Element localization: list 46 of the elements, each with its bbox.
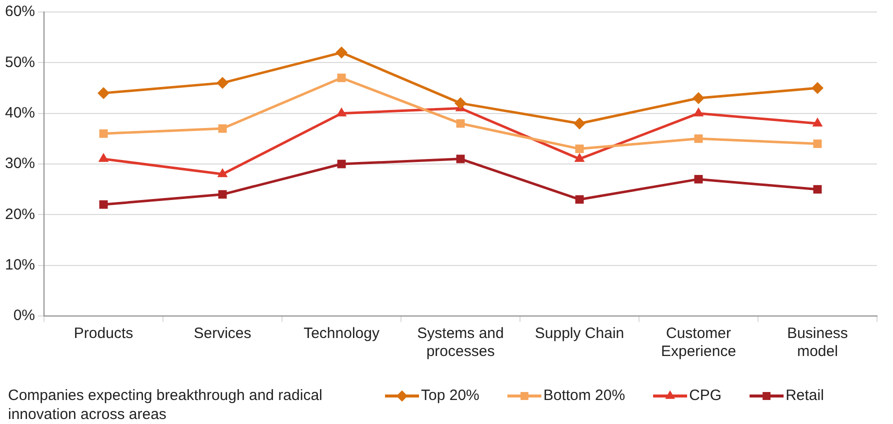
point: [456, 154, 465, 164]
y-tick-label: 20%: [4, 206, 36, 223]
x-tick-label: Customer Experience: [660, 325, 736, 360]
y-tick-label: 50%: [4, 54, 36, 71]
point: [693, 107, 704, 116]
point: [218, 124, 227, 133]
legend-label: Retail: [786, 387, 824, 404]
legend-label: CPG: [689, 387, 722, 404]
x-tick-label: Services: [194, 325, 252, 342]
point: [98, 87, 110, 100]
point: [813, 185, 822, 194]
point: [694, 174, 703, 184]
point: [454, 97, 467, 110]
legend-title: Companies expecting breakthrough and radical innovation across areas: [8, 387, 322, 424]
y-tick-label: 10%: [4, 256, 36, 274]
point: [218, 190, 227, 199]
legend-label: Top 20%: [421, 387, 480, 404]
x-tick-label: Supply Chain: [534, 325, 624, 342]
y-tick-label: 30%: [4, 155, 36, 172]
point: [813, 139, 822, 148]
x-tick-label: Technology: [304, 325, 380, 342]
point: [694, 134, 703, 143]
point: [216, 76, 229, 89]
y-tick-label: 60%: [4, 3, 36, 20]
y-tick-label: 0%: [13, 307, 36, 324]
point: [337, 160, 346, 168]
point: [98, 152, 109, 162]
point: [812, 82, 824, 94]
point: [336, 107, 347, 116]
point: [337, 74, 346, 82]
point: [217, 168, 228, 178]
point: [99, 129, 108, 138]
point: [336, 46, 348, 59]
point: [812, 117, 823, 126]
x-tick-label: Business model: [787, 325, 848, 360]
point: [456, 119, 465, 128]
y-tick-label: 40%: [4, 104, 36, 122]
point: [575, 144, 584, 154]
point: [574, 117, 586, 130]
point: [99, 200, 108, 209]
point: [692, 92, 705, 104]
x-tick-label: Products: [74, 325, 134, 342]
x-tick-label: Systems and processes: [417, 325, 504, 360]
point: [575, 195, 584, 204]
legend-label: Bottom 20%: [543, 387, 626, 404]
point: [574, 152, 585, 162]
